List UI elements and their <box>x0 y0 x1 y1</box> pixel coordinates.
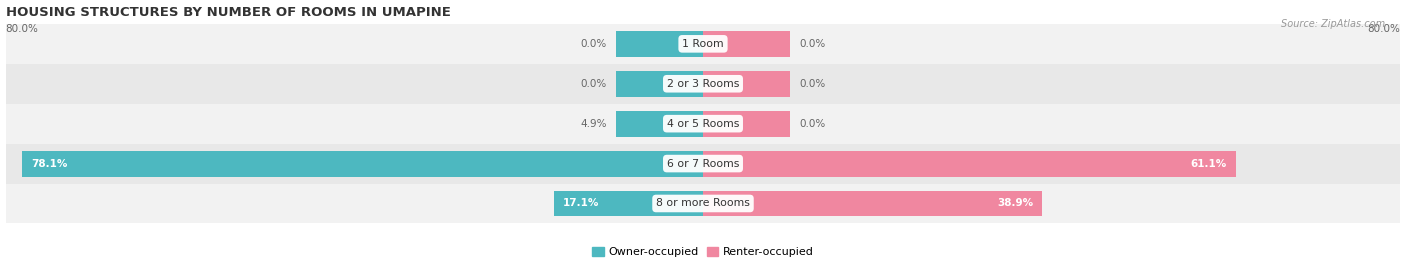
Legend: Owner-occupied, Renter-occupied: Owner-occupied, Renter-occupied <box>588 243 818 262</box>
Text: 0.0%: 0.0% <box>581 79 607 89</box>
Bar <box>6 24 1400 64</box>
Text: 78.1%: 78.1% <box>31 158 67 169</box>
Bar <box>616 71 703 97</box>
Bar <box>703 111 790 137</box>
Bar <box>616 31 703 57</box>
Text: 38.9%: 38.9% <box>997 199 1033 208</box>
Bar <box>6 183 1400 224</box>
Text: 6 or 7 Rooms: 6 or 7 Rooms <box>666 158 740 169</box>
Text: 4 or 5 Rooms: 4 or 5 Rooms <box>666 119 740 129</box>
Text: 80.0%: 80.0% <box>6 24 38 34</box>
Bar <box>6 144 1400 183</box>
Text: 17.1%: 17.1% <box>562 199 599 208</box>
Text: Source: ZipAtlas.com: Source: ZipAtlas.com <box>1281 19 1385 29</box>
Bar <box>22 151 703 176</box>
Text: 2 or 3 Rooms: 2 or 3 Rooms <box>666 79 740 89</box>
Text: 0.0%: 0.0% <box>799 119 825 129</box>
Bar <box>703 71 790 97</box>
Text: 61.1%: 61.1% <box>1191 158 1227 169</box>
Text: 80.0%: 80.0% <box>1368 24 1400 34</box>
Text: 4.9%: 4.9% <box>581 119 607 129</box>
Text: 1 Room: 1 Room <box>682 39 724 49</box>
Bar <box>6 104 1400 144</box>
Text: HOUSING STRUCTURES BY NUMBER OF ROOMS IN UMAPINE: HOUSING STRUCTURES BY NUMBER OF ROOMS IN… <box>6 6 450 19</box>
Bar <box>703 31 790 57</box>
Bar <box>554 190 703 217</box>
Bar <box>6 64 1400 104</box>
Text: 0.0%: 0.0% <box>581 39 607 49</box>
Bar <box>616 111 703 137</box>
Bar <box>703 190 1042 217</box>
Bar <box>703 151 1236 176</box>
Text: 8 or more Rooms: 8 or more Rooms <box>657 199 749 208</box>
Text: 0.0%: 0.0% <box>799 79 825 89</box>
Text: 0.0%: 0.0% <box>799 39 825 49</box>
